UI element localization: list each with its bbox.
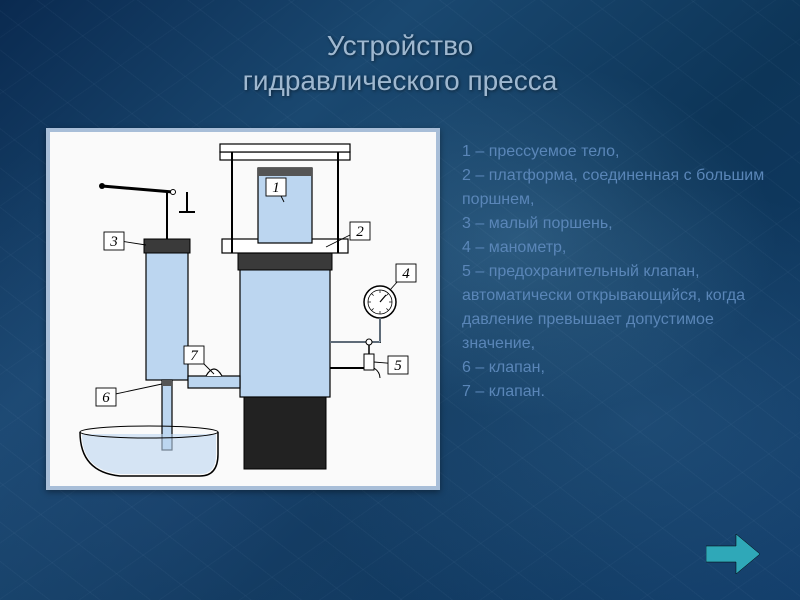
legend-item-3: 3 – малый поршень,	[462, 212, 782, 236]
svg-text:6: 6	[102, 390, 110, 406]
legend-item-6: 6 – клапан,	[462, 356, 782, 380]
slide-title: Устройство гидравлического пресса	[0, 28, 800, 98]
svg-text:1: 1	[272, 180, 280, 196]
hydraulic-press-diagram: 1234567	[50, 132, 436, 486]
arrow-right-icon	[706, 534, 760, 574]
legend-item-5: 5 – предохранительный клапан, автоматиче…	[462, 260, 782, 356]
title-line-1: Устройство	[0, 28, 800, 63]
legend-item-2: 2 – платформа, соединенная с большим пор…	[462, 164, 782, 212]
legend: 1 – прессуемое тело, 2 – платформа, соед…	[462, 140, 782, 404]
svg-text:5: 5	[394, 358, 402, 374]
title-line-2: гидравлического пресса	[0, 63, 800, 98]
legend-item-4: 4 – манометр,	[462, 236, 782, 260]
next-slide-button[interactable]	[706, 534, 760, 574]
svg-text:2: 2	[356, 224, 364, 240]
legend-item-1: 1 – прессуемое тело,	[462, 140, 782, 164]
diagram-container: 1234567	[46, 128, 440, 490]
legend-item-7: 7 – клапан.	[462, 380, 782, 404]
svg-text:3: 3	[109, 234, 118, 250]
svg-text:4: 4	[402, 266, 410, 282]
